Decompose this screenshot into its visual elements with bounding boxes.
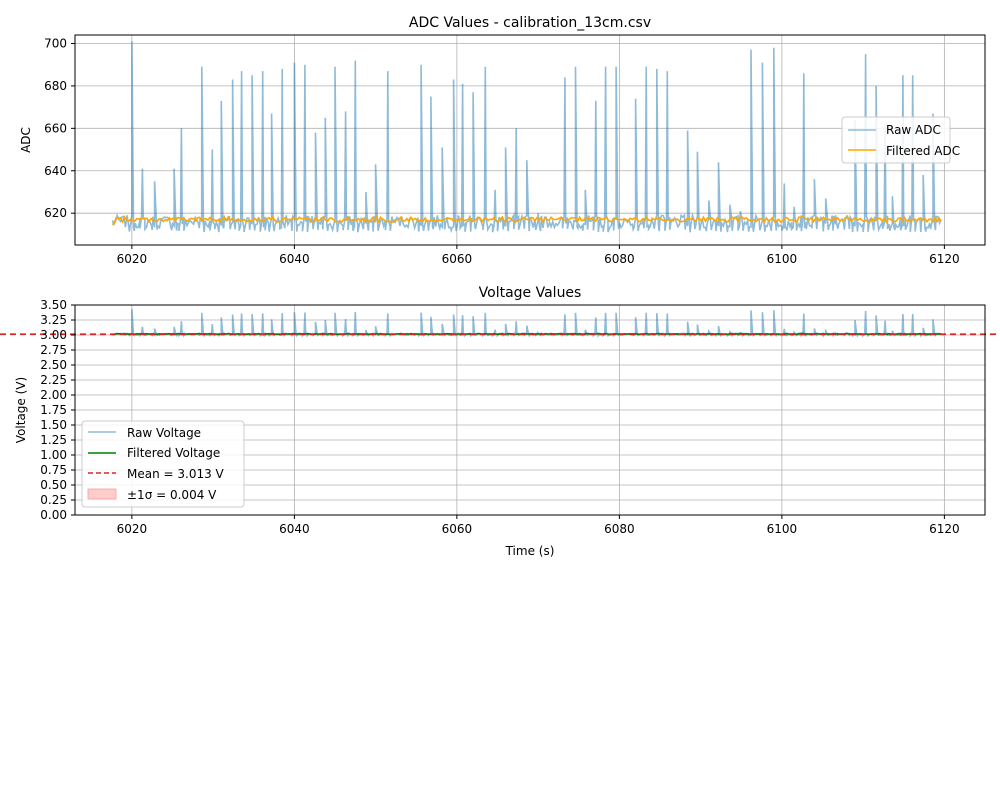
adc-legend: Raw ADC Filtered ADC: [841, 116, 960, 164]
voltage-ytick-label-14: 3.50: [40, 298, 67, 312]
adc-axes-frame: [74, 34, 986, 246]
voltage-ytick-label-11: 2.75: [40, 343, 67, 357]
voltage-legend-sigma-label: ±1σ = 0.004 V: [127, 488, 217, 502]
voltage-legend-filtered-label: Filtered Voltage: [127, 446, 220, 460]
voltage-xtick-label-4: 6100: [767, 522, 798, 536]
voltage-xtick-label-5: 6120: [929, 522, 960, 536]
adc-ytick-label-2: 660: [44, 121, 67, 135]
voltage-legend-box: [81, 420, 245, 508]
voltage-xtick-label-0: 6020: [117, 522, 148, 536]
voltage-ytick-label-13: 3.25: [40, 313, 67, 327]
voltage-ytick-label-9: 2.25: [40, 373, 67, 387]
voltage-legend-sigma-swatch: [87, 488, 117, 500]
voltage-ytick-label-4: 1.00: [40, 448, 67, 462]
voltage-ytick-label-10: 2.50: [40, 358, 67, 372]
voltage-chart: Voltage Values Voltage (V) Time (s) 6020…: [0, 285, 1000, 558]
adc-ytick-label-0: 620: [44, 206, 67, 220]
voltage-ytick-label-0: 0.00: [40, 508, 67, 522]
adc-chart-title: ADC Values - calibration_13cm.csv: [409, 15, 651, 31]
adc-ytick-label-1: 640: [44, 164, 67, 178]
voltage-chart-title: Voltage Values: [479, 285, 582, 301]
voltage-ytick-label-1: 0.25: [40, 493, 67, 507]
adc-ticks: 6020 6040 6060 6080 6100 6120 620 640 660 680 700: [44, 36, 960, 266]
adc-ytick-label-3: 680: [44, 79, 67, 93]
voltage-legend-raw-label: Raw Voltage: [127, 426, 201, 440]
voltage-legend: Raw Voltage Filtered Voltage Mean = 3.01…: [81, 420, 245, 508]
voltage-x-axis-label: Time (s): [505, 544, 555, 558]
voltage-legend-mean-label: Mean = 3.013 V: [127, 467, 225, 481]
voltage-series-group: [0, 309, 1000, 339]
adc-ytick-label-4: 700: [44, 36, 67, 50]
voltage-ytick-label-3: 0.75: [40, 463, 67, 477]
voltage-xtick-label-2: 6060: [442, 522, 473, 536]
adc-xtick-label-4: 6100: [767, 252, 798, 266]
voltage-ytick-label-7: 1.75: [40, 403, 67, 417]
adc-legend-raw-label: Raw ADC: [886, 123, 941, 137]
adc-xtick-label-5: 6120: [929, 252, 960, 266]
adc-gridlines: [75, 35, 985, 245]
voltage-ytick-label-12: 3.00: [40, 328, 67, 342]
adc-xtick-label-2: 6060: [442, 252, 473, 266]
voltage-ytick-label-8: 2.00: [40, 388, 67, 402]
adc-xtick-label-0: 6020: [117, 252, 148, 266]
voltage-ytick-label-6: 1.50: [40, 418, 67, 432]
adc-legend-filtered-label: Filtered ADC: [886, 144, 960, 158]
voltage-ytick-label-2: 0.50: [40, 478, 67, 492]
adc-xtick-label-3: 6080: [604, 252, 635, 266]
raw-adc-line: [111, 41, 942, 234]
filtered-adc-line: [111, 215, 942, 226]
voltage-ticks: 6020 6040 6060 6080 6100 6120 0.000.250.500.75…: [40, 298, 959, 536]
adc-legend-box: [841, 116, 951, 164]
adc-series-group: [111, 41, 942, 234]
adc-xtick-label-1: 6040: [279, 252, 310, 266]
voltage-xtick-label-3: 6080: [604, 522, 635, 536]
adc-chart: ADC Values - calibration_13cm.csv ADC 60…: [19, 15, 986, 266]
adc-y-axis-label: ADC: [19, 127, 33, 153]
voltage-y-axis-label: Voltage (V): [14, 377, 28, 443]
voltage-ytick-label-5: 1.25: [40, 433, 67, 447]
voltage-xtick-label-1: 6040: [279, 522, 310, 536]
